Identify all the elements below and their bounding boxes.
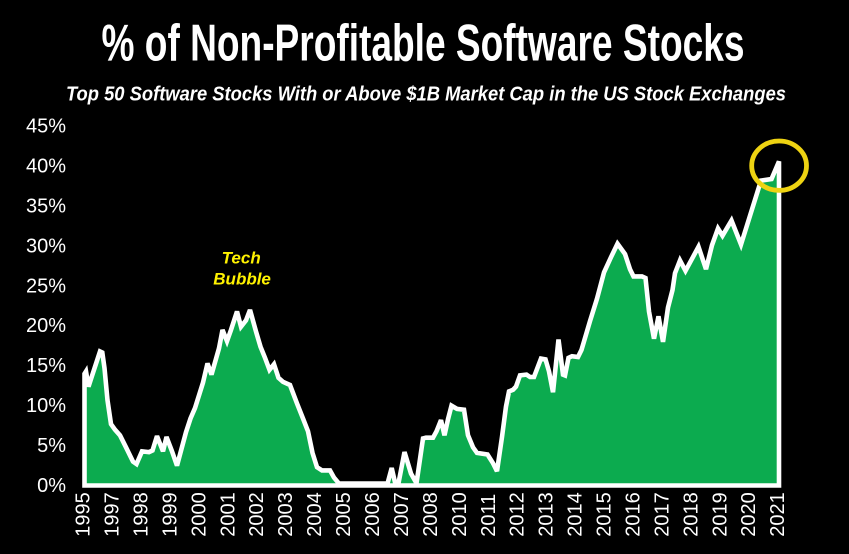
svg-text:1998: 1998 <box>131 492 153 537</box>
svg-text:10%: 10% <box>26 395 66 417</box>
svg-text:2003: 2003 <box>275 492 297 537</box>
svg-text:2020: 2020 <box>738 492 760 537</box>
svg-text:2015: 2015 <box>594 492 616 537</box>
svg-text:1995: 1995 <box>73 492 95 537</box>
svg-text:Bubble: Bubble <box>213 270 271 289</box>
svg-text:2013: 2013 <box>536 492 558 537</box>
svg-text:15%: 15% <box>26 355 66 377</box>
svg-text:25%: 25% <box>26 275 66 297</box>
svg-text:2001: 2001 <box>217 492 239 537</box>
svg-text:40%: 40% <box>26 156 66 178</box>
svg-text:2016: 2016 <box>623 492 645 537</box>
svg-text:2005: 2005 <box>333 492 355 537</box>
svg-text:2007: 2007 <box>391 492 413 537</box>
svg-text:45%: 45% <box>26 116 66 138</box>
svg-text:0%: 0% <box>37 475 66 497</box>
svg-text:2011: 2011 <box>478 494 500 537</box>
svg-text:20%: 20% <box>26 315 66 337</box>
svg-text:Top 50 Software Stocks With or: Top 50 Software Stocks With or Above $1B… <box>66 83 786 106</box>
svg-text:2019: 2019 <box>709 492 731 537</box>
svg-text:30%: 30% <box>26 235 66 257</box>
svg-text:Tech: Tech <box>222 249 261 268</box>
svg-text:2006: 2006 <box>362 492 384 537</box>
svg-text:% of Non-Profitable Software S: % of Non-Profitable Software Stocks <box>102 15 745 73</box>
svg-text:2002: 2002 <box>246 492 268 537</box>
svg-text:1997: 1997 <box>102 492 124 537</box>
svg-text:5%: 5% <box>37 435 66 457</box>
svg-text:2021: 2021 <box>767 492 789 537</box>
svg-text:2018: 2018 <box>680 492 702 537</box>
svg-text:1999: 1999 <box>159 492 181 537</box>
svg-text:2012: 2012 <box>507 492 529 537</box>
svg-text:2000: 2000 <box>188 492 210 537</box>
svg-text:2008: 2008 <box>420 492 442 537</box>
svg-text:2014: 2014 <box>565 492 587 537</box>
svg-text:2017: 2017 <box>651 492 673 537</box>
svg-text:2004: 2004 <box>304 492 326 537</box>
svg-text:35%: 35% <box>26 196 66 218</box>
svg-text:2010: 2010 <box>449 492 471 537</box>
